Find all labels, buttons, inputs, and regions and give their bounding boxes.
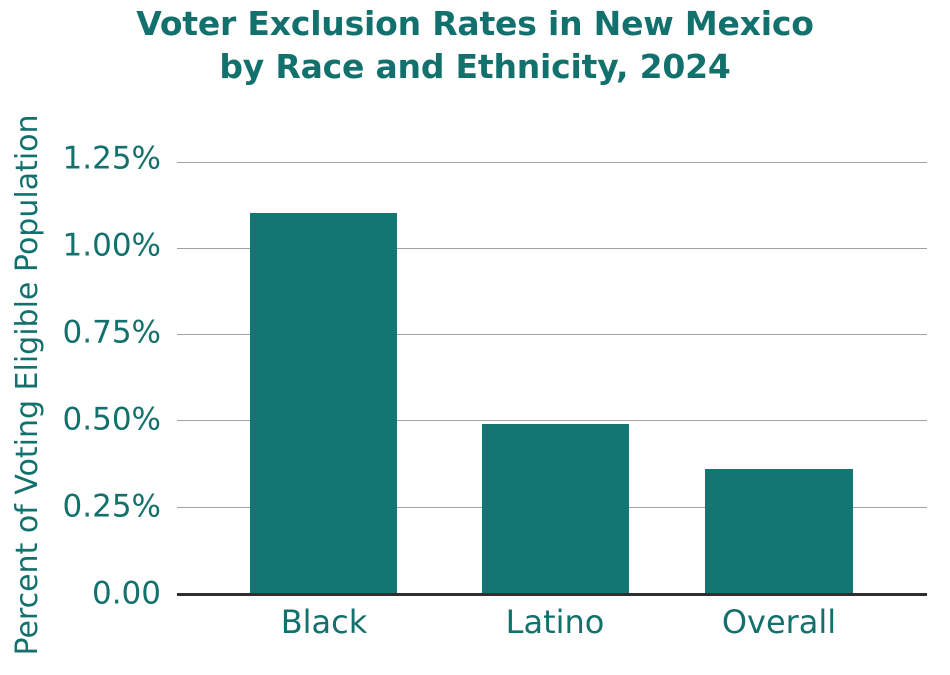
chart-title-line-1: Voter Exclusion Rates in New Mexico [136,4,814,43]
bar-latino[interactable] [482,423,629,593]
y-tick-label-100: 1.00% [62,227,161,264]
x-tick-label-black: Black [280,603,368,641]
y-tick-label-050: 0.50% [62,401,161,438]
plot-area [177,140,927,596]
y-tick-label-000: 0.00 [91,575,161,612]
y-axis-title-container: Percent of Voting Eligible Population [6,110,50,660]
y-tick-label-075: 0.75% [62,314,161,351]
bar-black[interactable] [250,213,397,593]
x-tick-label-overall: Overall [721,603,837,641]
y-tick-label-025: 0.25% [62,488,161,525]
gridline-050 [177,420,927,422]
x-tick-label-latino: Latino [505,603,605,641]
chart-title-line-2: by Race and Ethnicity, 2024 [219,47,731,86]
gridline-125 [177,161,927,163]
x-axis-baseline [177,593,927,596]
chart-title: Voter Exclusion Rates in New Mexico by R… [0,2,950,88]
gridline-075 [177,334,927,336]
gridline-100 [177,247,927,249]
y-axis-title: Percent of Voting Eligible Population [10,114,45,656]
bar-overall[interactable] [705,468,853,593]
y-tick-label-125: 1.25% [62,140,161,177]
